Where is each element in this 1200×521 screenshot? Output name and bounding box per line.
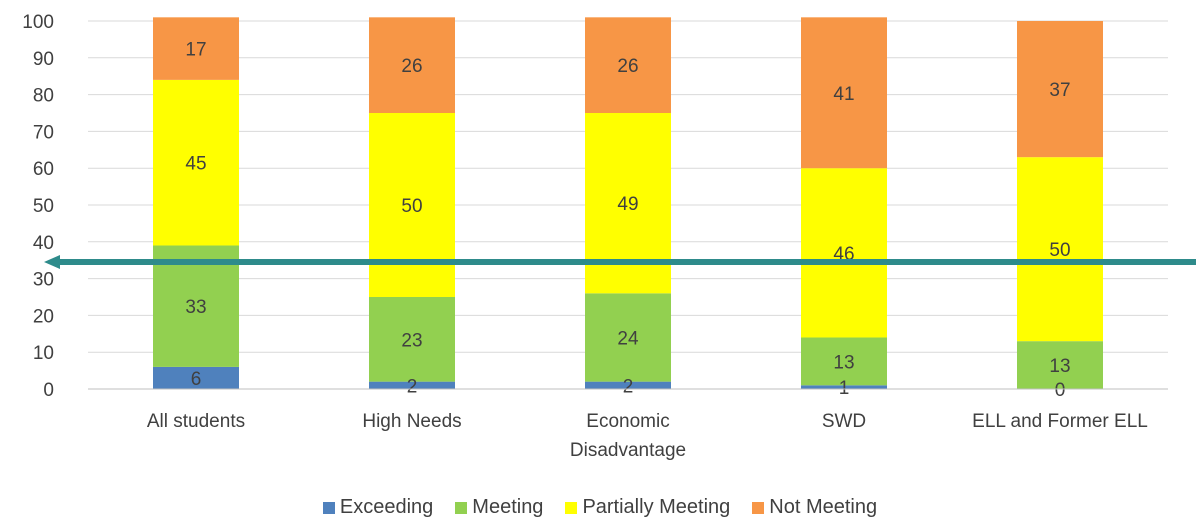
bar-segment <box>801 385 887 389</box>
y-tick-label: 0 <box>43 380 54 401</box>
legend-item: Partially Meeting <box>565 496 730 519</box>
bar-segment <box>1017 21 1103 158</box>
category-label: SWD <box>822 411 866 432</box>
legend-label: Partially Meeting <box>582 496 731 518</box>
data-label: 41 <box>833 84 854 105</box>
data-label: 13 <box>1049 356 1070 377</box>
bar-segment <box>369 17 455 113</box>
legend-swatch <box>752 501 765 514</box>
category-label: Economic <box>586 411 669 432</box>
bar-segment <box>585 381 671 389</box>
data-label: 23 <box>401 330 422 351</box>
legend-item: Not Meeting <box>752 496 877 519</box>
y-tick-label: 50 <box>33 196 54 217</box>
bar-segment <box>585 17 671 113</box>
bar-segment <box>801 337 887 386</box>
data-label: 0 <box>1055 380 1066 401</box>
y-tick-label: 100 <box>22 12 54 33</box>
y-tick-label: 90 <box>33 49 54 70</box>
y-tick-label: 10 <box>33 343 54 364</box>
data-label: 49 <box>617 194 638 215</box>
legend-swatch <box>565 501 578 514</box>
data-label: 24 <box>617 328 639 349</box>
legend-swatch <box>322 501 335 514</box>
y-tick-label: 30 <box>33 270 54 291</box>
y-tick-label: 70 <box>33 122 54 143</box>
data-label: 2 <box>623 376 634 397</box>
category-label: All students <box>147 411 245 432</box>
data-label: 50 <box>1049 240 1070 261</box>
category-label: Disadvantage <box>570 440 686 461</box>
bar-segment <box>369 113 455 297</box>
data-label: 17 <box>185 40 206 61</box>
bar-segment <box>585 293 671 382</box>
data-label: 50 <box>401 196 422 217</box>
data-label: 6 <box>191 369 202 390</box>
data-label: 45 <box>185 154 206 175</box>
bar-segment <box>801 168 887 338</box>
y-tick-label: 80 <box>33 86 54 107</box>
data-label: 37 <box>1049 80 1070 101</box>
legend-label: Exceeding <box>339 496 434 518</box>
y-tick-label: 60 <box>33 159 54 180</box>
y-tick-label: 20 <box>33 306 54 327</box>
data-label: 2 <box>407 376 418 397</box>
data-label: 13 <box>833 352 854 373</box>
bar-segment <box>369 381 455 389</box>
y-tick-label: 40 <box>33 233 54 254</box>
category-label: ELL and Former ELL <box>972 411 1148 432</box>
data-label: 33 <box>185 297 206 318</box>
bar-segment <box>153 79 239 246</box>
bar-segment <box>369 297 455 382</box>
legend: Exceeding Meeting Partially Meeting Not Mee… <box>0 496 1200 519</box>
legend-item: Exceeding <box>322 496 434 519</box>
bar-segment <box>153 366 239 389</box>
legend-item: Meeting <box>455 496 543 519</box>
data-label: 26 <box>617 56 638 77</box>
category-label: High Needs <box>362 411 461 432</box>
x-axis: All students High Needs Economic Disadvanta… <box>88 388 1168 461</box>
bar-segment <box>1017 157 1103 342</box>
y-axis: 0 10 20 30 40 50 60 70 80 90 100 <box>22 12 54 401</box>
bar-segment <box>153 17 239 80</box>
data-label: 26 <box>401 56 422 77</box>
bar-segment <box>1017 341 1103 389</box>
legend-label: Meeting <box>472 496 544 518</box>
legend-label: Not Meeting <box>769 496 878 518</box>
bar-segment <box>153 245 239 367</box>
bar-segment <box>801 17 887 169</box>
reference-line <box>44 255 1196 270</box>
reference-line-arrowhead <box>44 255 60 270</box>
legend-swatch <box>455 501 468 514</box>
bars <box>153 17 1103 389</box>
